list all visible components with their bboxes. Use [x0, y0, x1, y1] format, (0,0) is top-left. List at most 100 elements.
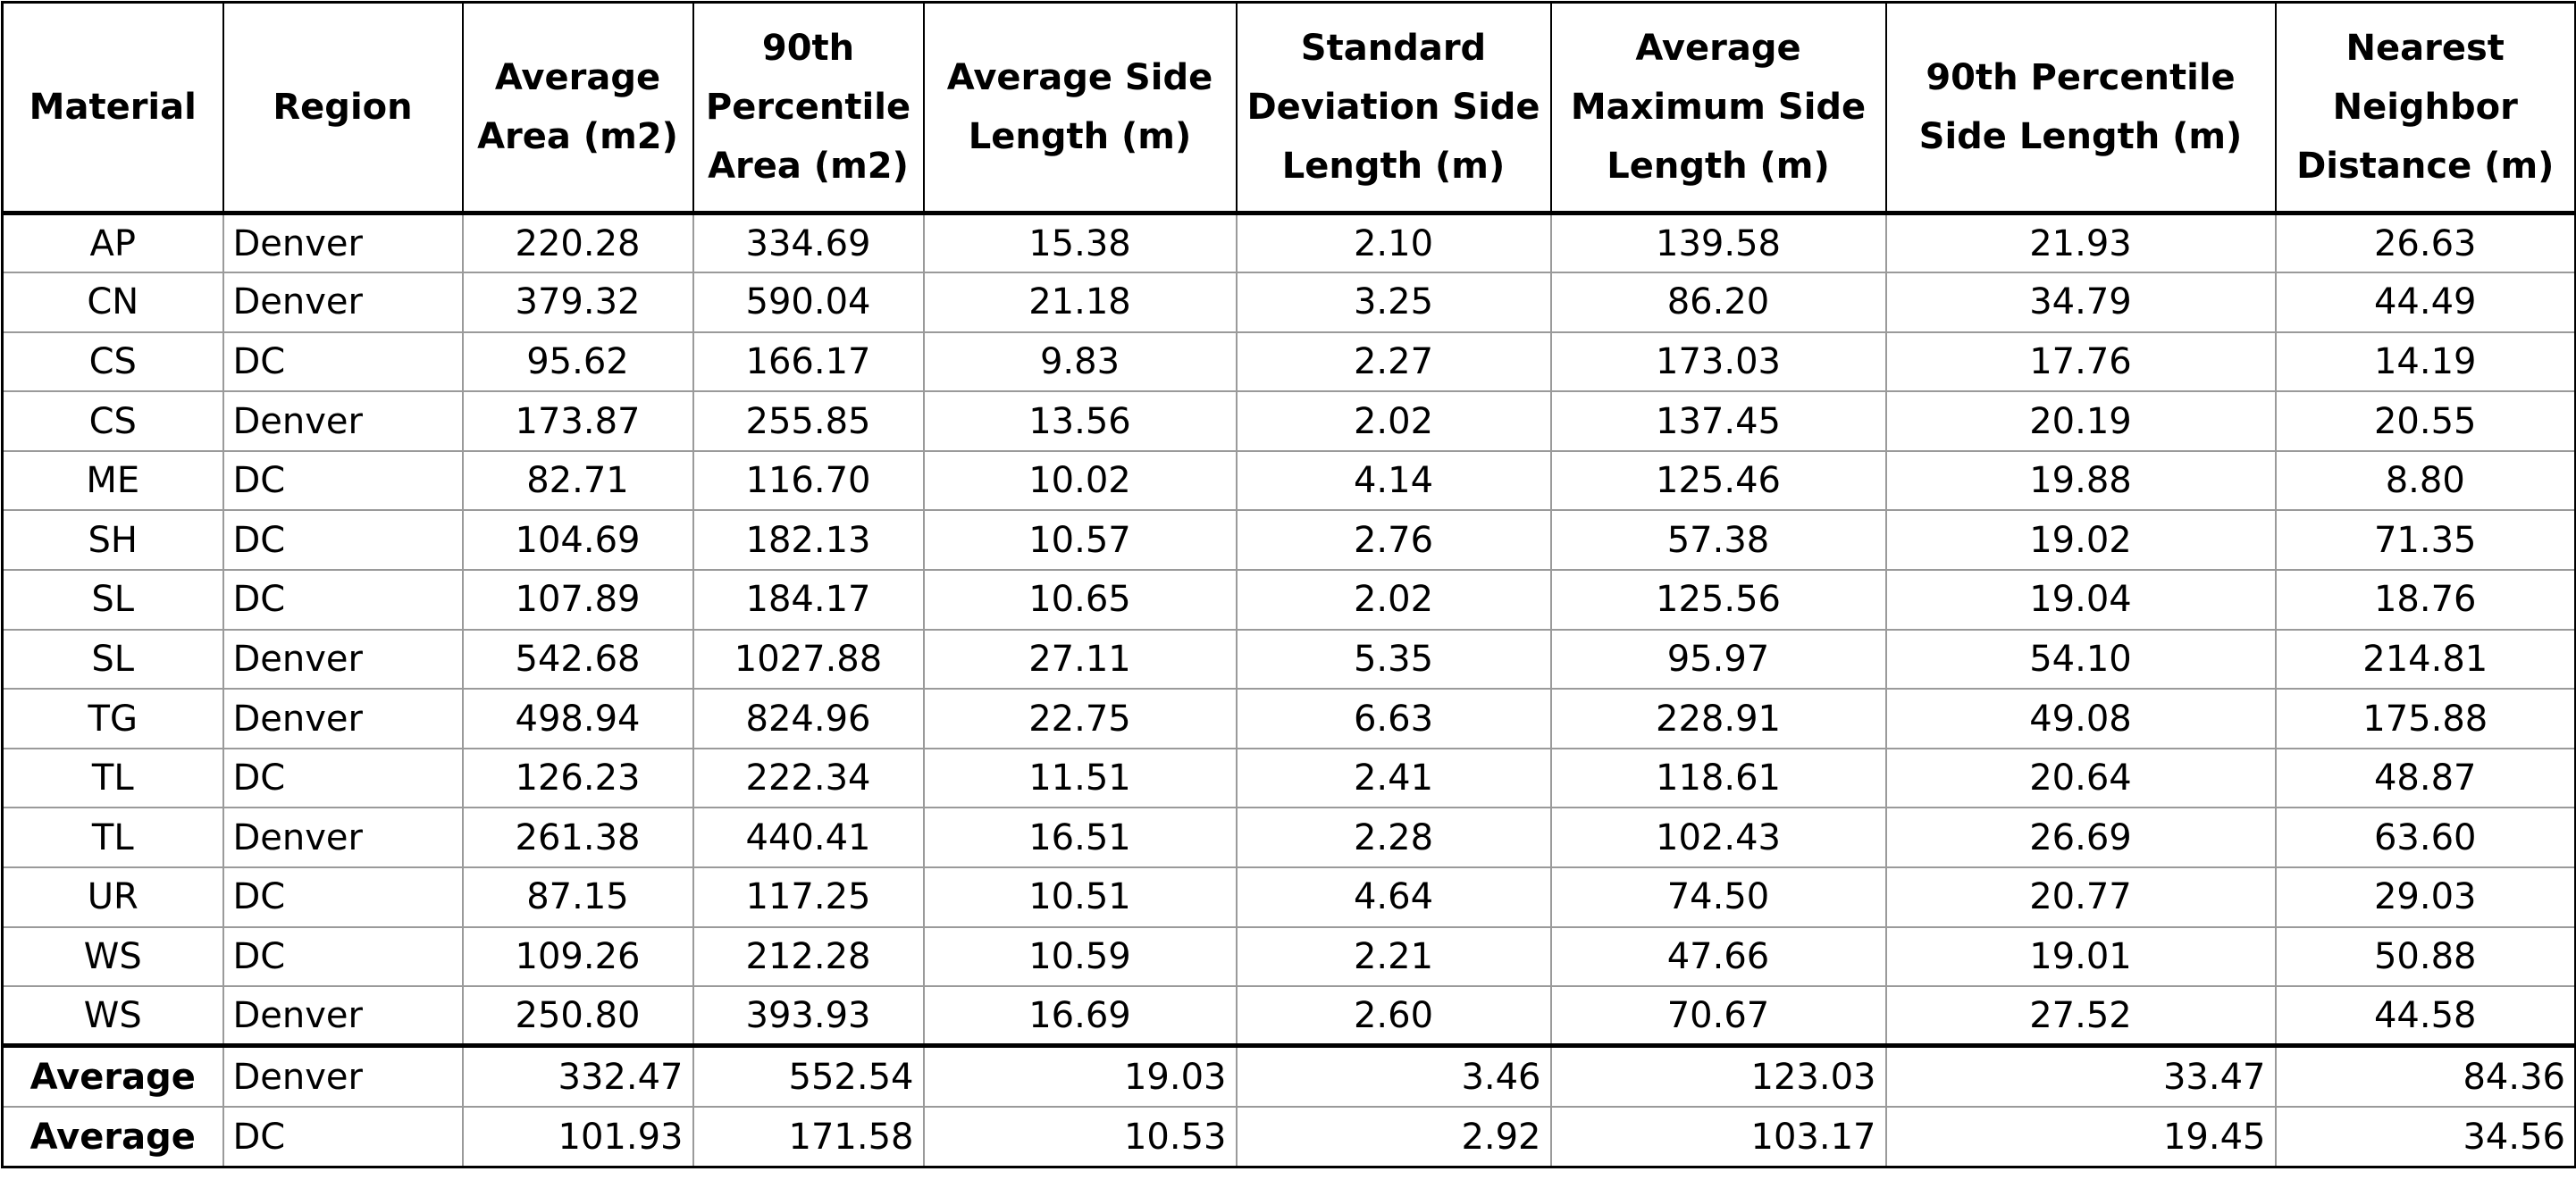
cell-average-side-length[interactable]: 21.18	[922, 272, 1238, 333]
cell-average-side-length[interactable]: 27.11	[922, 628, 1238, 690]
cell-average-side-length[interactable]: 16.69	[922, 985, 1238, 1049]
column-header-average-max-side-length[interactable]: Average Maximum Side Length (m)	[1549, 1, 1887, 215]
cell-nearest-neighbor-distance[interactable]: 44.58	[2274, 985, 2576, 1049]
summary-cell-average-side-length[interactable]: 19.03	[922, 1044, 1238, 1108]
summary-cell-average-max-side-length[interactable]: 123.03	[1549, 1044, 1887, 1108]
cell-90th-percentile-area[interactable]: 222.34	[692, 747, 925, 809]
cell-material[interactable]: SL	[1, 569, 224, 631]
cell-region[interactable]: Denver	[222, 688, 464, 749]
cell-nearest-neighbor-distance[interactable]: 14.19	[2274, 331, 2576, 393]
column-header-90th-percentile-area[interactable]: 90th Percentile Area (m2)	[692, 1, 925, 215]
cell-std-dev-side-length[interactable]: 2.28	[1235, 807, 1552, 869]
cell-average-max-side-length[interactable]: 70.67	[1549, 985, 1887, 1049]
cell-average-side-length[interactable]: 9.83	[922, 331, 1238, 393]
cell-average-side-length[interactable]: 22.75	[922, 688, 1238, 749]
cell-90th-percentile-side-length[interactable]: 19.04	[1884, 569, 2277, 631]
cell-90th-percentile-area[interactable]: 212.28	[692, 925, 925, 988]
cell-material[interactable]: SH	[1, 509, 224, 572]
cell-90th-percentile-area[interactable]: 166.17	[692, 331, 925, 393]
cell-material[interactable]: CN	[1, 272, 224, 333]
cell-90th-percentile-side-length[interactable]: 19.01	[1884, 925, 2277, 988]
cell-average-area[interactable]: 498.94	[461, 688, 694, 749]
cell-std-dev-side-length[interactable]: 2.02	[1235, 569, 1552, 631]
cell-90th-percentile-side-length[interactable]: 20.64	[1884, 747, 2277, 809]
cell-average-max-side-length[interactable]: 228.91	[1549, 688, 1887, 749]
cell-region[interactable]: Denver	[222, 628, 464, 690]
cell-average-area[interactable]: 542.68	[461, 628, 694, 690]
cell-90th-percentile-side-length[interactable]: 17.76	[1884, 331, 2277, 393]
cell-average-side-length[interactable]: 11.51	[922, 747, 1238, 809]
cell-average-max-side-length[interactable]: 137.45	[1549, 390, 1887, 452]
cell-material[interactable]: SL	[1, 628, 224, 690]
cell-nearest-neighbor-distance[interactable]: 18.76	[2274, 569, 2576, 631]
summary-cell-average-side-length[interactable]: 10.53	[922, 1105, 1238, 1169]
cell-nearest-neighbor-distance[interactable]: 48.87	[2274, 747, 2576, 809]
summary-cell-material[interactable]: Average	[1, 1105, 224, 1169]
cell-average-max-side-length[interactable]: 47.66	[1549, 925, 1887, 988]
cell-nearest-neighbor-distance[interactable]: 26.63	[2274, 212, 2576, 274]
cell-nearest-neighbor-distance[interactable]: 214.81	[2274, 628, 2576, 690]
cell-90th-percentile-side-length[interactable]: 19.88	[1884, 449, 2277, 512]
cell-region[interactable]: Denver	[222, 390, 464, 452]
cell-average-max-side-length[interactable]: 102.43	[1549, 807, 1887, 869]
cell-average-area[interactable]: 250.80	[461, 985, 694, 1049]
column-header-90th-percentile-side-length[interactable]: 90th Percentile Side Length (m)	[1884, 1, 2277, 215]
cell-90th-percentile-side-length[interactable]: 26.69	[1884, 807, 2277, 869]
cell-std-dev-side-length[interactable]: 2.41	[1235, 747, 1552, 809]
cell-90th-percentile-side-length[interactable]: 54.10	[1884, 628, 2277, 690]
summary-cell-nearest-neighbor-distance[interactable]: 34.56	[2274, 1105, 2576, 1169]
cell-average-max-side-length[interactable]: 95.97	[1549, 628, 1887, 690]
cell-material[interactable]: UR	[1, 866, 224, 928]
column-header-std-dev-side-length[interactable]: Standard Deviation Side Length (m)	[1235, 1, 1552, 215]
cell-90th-percentile-side-length[interactable]: 34.79	[1884, 272, 2277, 333]
cell-90th-percentile-area[interactable]: 440.41	[692, 807, 925, 869]
summary-cell-region[interactable]: DC	[222, 1105, 464, 1169]
cell-average-side-length[interactable]: 16.51	[922, 807, 1238, 869]
cell-90th-percentile-area[interactable]: 393.93	[692, 985, 925, 1049]
cell-90th-percentile-side-length[interactable]: 19.02	[1884, 509, 2277, 572]
cell-std-dev-side-length[interactable]: 2.21	[1235, 925, 1552, 988]
cell-average-area[interactable]: 126.23	[461, 747, 694, 809]
summary-cell-average-max-side-length[interactable]: 103.17	[1549, 1105, 1887, 1169]
cell-std-dev-side-length[interactable]: 2.76	[1235, 509, 1552, 572]
cell-90th-percentile-area[interactable]: 182.13	[692, 509, 925, 572]
cell-average-side-length[interactable]: 10.59	[922, 925, 1238, 988]
cell-nearest-neighbor-distance[interactable]: 63.60	[2274, 807, 2576, 869]
cell-average-side-length[interactable]: 15.38	[922, 212, 1238, 274]
column-header-region[interactable]: Region	[222, 1, 464, 215]
cell-std-dev-side-length[interactable]: 5.35	[1235, 628, 1552, 690]
cell-std-dev-side-length[interactable]: 2.27	[1235, 331, 1552, 393]
summary-cell-material[interactable]: Average	[1, 1044, 224, 1108]
cell-region[interactable]: DC	[222, 866, 464, 928]
cell-90th-percentile-side-length[interactable]: 20.19	[1884, 390, 2277, 452]
cell-average-area[interactable]: 379.32	[461, 272, 694, 333]
summary-cell-std-dev-side-length[interactable]: 2.92	[1235, 1105, 1552, 1169]
summary-cell-average-area[interactable]: 101.93	[461, 1105, 694, 1169]
column-header-material[interactable]: Material	[1, 1, 224, 215]
cell-average-max-side-length[interactable]: 173.03	[1549, 331, 1887, 393]
summary-cell-average-area[interactable]: 332.47	[461, 1044, 694, 1108]
cell-average-area[interactable]: 87.15	[461, 866, 694, 928]
cell-average-area[interactable]: 107.89	[461, 569, 694, 631]
cell-material[interactable]: TL	[1, 747, 224, 809]
cell-material[interactable]: ME	[1, 449, 224, 512]
cell-nearest-neighbor-distance[interactable]: 8.80	[2274, 449, 2576, 512]
cell-average-max-side-length[interactable]: 139.58	[1549, 212, 1887, 274]
column-header-average-side-length[interactable]: Average Side Length (m)	[922, 1, 1238, 215]
cell-average-max-side-length[interactable]: 125.46	[1549, 449, 1887, 512]
cell-average-side-length[interactable]: 10.02	[922, 449, 1238, 512]
cell-average-max-side-length[interactable]: 118.61	[1549, 747, 1887, 809]
summary-cell-90th-percentile-side-length[interactable]: 19.45	[1884, 1105, 2277, 1169]
cell-average-area[interactable]: 82.71	[461, 449, 694, 512]
cell-material[interactable]: WS	[1, 925, 224, 988]
cell-std-dev-side-length[interactable]: 4.14	[1235, 449, 1552, 512]
cell-region[interactable]: Denver	[222, 985, 464, 1049]
cell-material[interactable]: WS	[1, 985, 224, 1049]
cell-90th-percentile-area[interactable]: 255.85	[692, 390, 925, 452]
cell-material[interactable]: CS	[1, 331, 224, 393]
cell-region[interactable]: Denver	[222, 272, 464, 333]
column-header-nearest-neighbor-distance[interactable]: Nearest Neighbor Distance (m)	[2274, 1, 2576, 215]
cell-std-dev-side-length[interactable]: 3.25	[1235, 272, 1552, 333]
cell-nearest-neighbor-distance[interactable]: 29.03	[2274, 866, 2576, 928]
summary-cell-90th-percentile-side-length[interactable]: 33.47	[1884, 1044, 2277, 1108]
